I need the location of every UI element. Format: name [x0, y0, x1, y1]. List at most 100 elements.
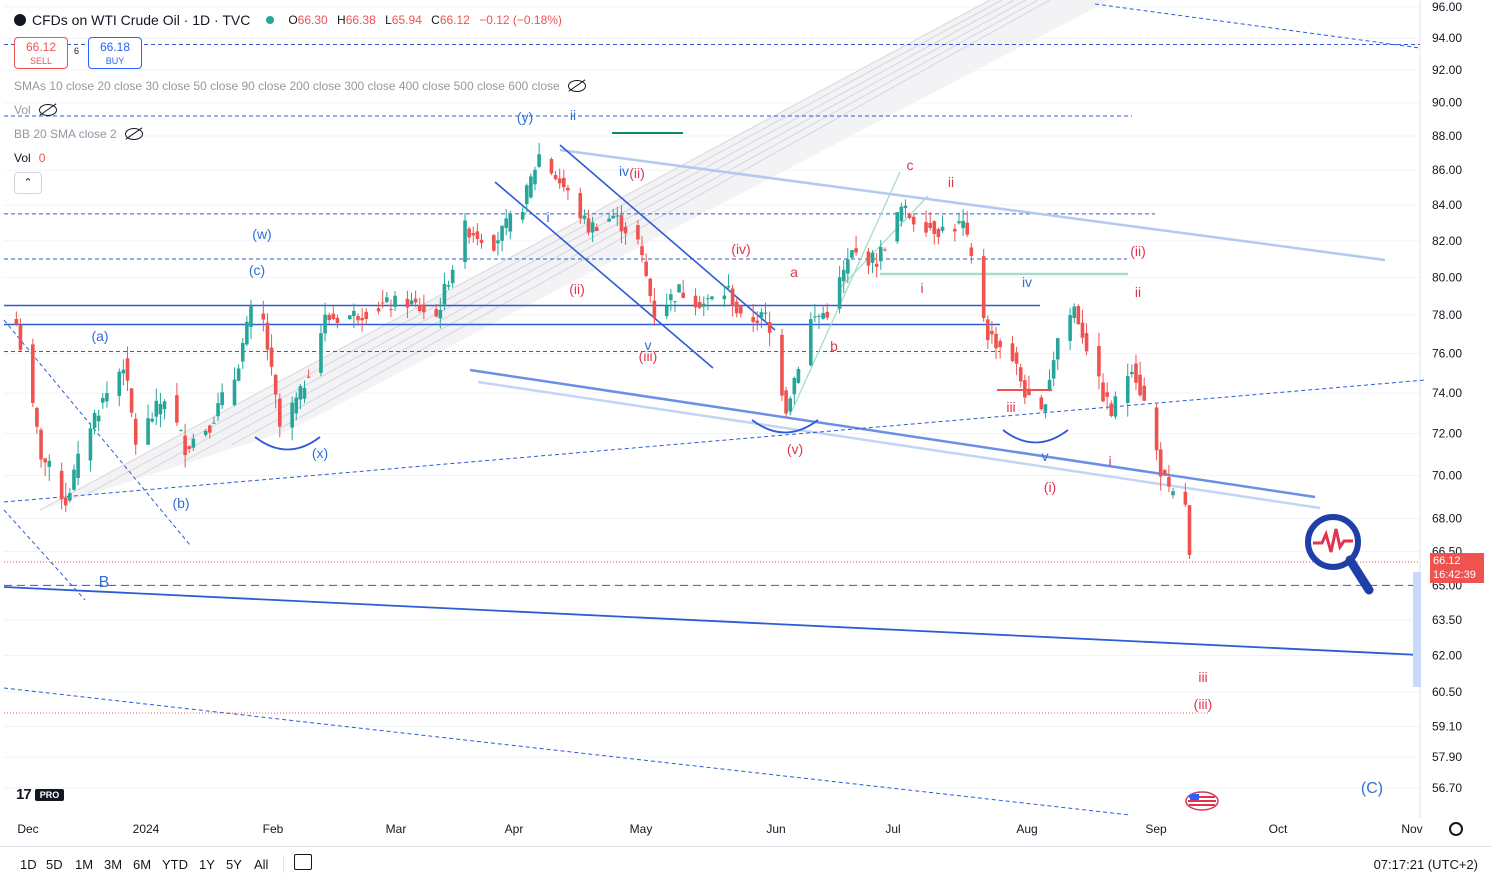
candle-body [47, 460, 52, 467]
candle-body [866, 251, 871, 266]
candle-body [240, 342, 245, 362]
wave-label: b [830, 338, 838, 354]
candle-body [249, 306, 253, 327]
x-tick-label: Oct [1269, 822, 1288, 836]
timeframe-5y[interactable]: 5Y [226, 857, 242, 872]
x-tick-label: Jul [885, 822, 900, 836]
candle-body [1043, 404, 1048, 412]
candle-body [1047, 379, 1052, 391]
candle-body [524, 185, 529, 205]
y-tick-label: 84.00 [1432, 198, 1462, 212]
candle-body [520, 212, 525, 220]
candle-body [590, 222, 595, 233]
candle-body [1101, 382, 1105, 402]
candle-body [63, 497, 68, 506]
ohlc-readout: O66.30 H66.38 L65.94 C66.12 −0.12 (−0.18… [288, 13, 562, 27]
candle-body [586, 218, 591, 233]
symbol-title[interactable]: CFDs on WTI Crude Oil · 1D · TVC [32, 12, 251, 28]
y-tick-label: 70.00 [1432, 468, 1462, 482]
y-tick-label: 72.00 [1432, 427, 1462, 441]
y-tick-label: 59.10 [1432, 720, 1462, 734]
calendar-icon[interactable] [294, 854, 312, 870]
candle-body [475, 231, 480, 239]
timeframe-all[interactable]: All [254, 857, 269, 872]
candle-body [697, 301, 702, 308]
clock-readout[interactable]: 07:17:21 (UTC+2) [1373, 857, 1478, 872]
candle-body [14, 318, 19, 325]
sma-indicator-legend[interactable]: SMAs 10 close 20 close 30 close 50 close… [14, 79, 586, 93]
timeframe-1y[interactable]: 1Y [199, 857, 215, 872]
trendline [3, 586, 1421, 656]
timeframe-6m[interactable]: 6M [133, 857, 152, 872]
wave-label: ii [948, 174, 954, 190]
wave-arc [751, 419, 819, 434]
bb-indicator-legend[interactable]: BB 20 SMA close 2 [14, 127, 143, 141]
wave-label: (iv) [731, 241, 750, 257]
candle-body [385, 297, 389, 303]
timeframe-3m[interactable]: 3M [104, 857, 123, 872]
candle-body [319, 333, 323, 373]
channel-line [135, 0, 1015, 478]
candle-body [125, 358, 130, 381]
x-tick-label: Aug [1016, 822, 1037, 836]
sell-button[interactable]: 66.12 SELL [14, 37, 68, 69]
vol-indicator-legend[interactable]: Vol 0 [14, 151, 45, 165]
eye-hidden-icon[interactable] [124, 128, 143, 140]
candle-body [154, 400, 159, 417]
eye-hidden-icon[interactable] [38, 104, 57, 116]
candle-body [76, 453, 80, 479]
candle-body [121, 369, 126, 374]
candle-body [1068, 315, 1072, 341]
timeframe-5d[interactable]: 5D [46, 857, 63, 872]
wave-label: c [907, 157, 914, 173]
candle-body [1076, 306, 1081, 325]
y-tick-label: 94.00 [1432, 31, 1462, 45]
wave-label: a [790, 264, 798, 280]
candle-body [508, 214, 513, 232]
toolbar-divider [283, 855, 284, 873]
candle-body [216, 403, 220, 417]
candle-body [652, 300, 657, 318]
wave-label: B [99, 574, 110, 591]
wave-label: i [546, 209, 549, 225]
candle-body [644, 261, 648, 276]
bottom-toolbar: 1D 5D 1M 3M 6M YTD 1Y 5Y All 07:17:21 (U… [0, 846, 1492, 881]
eye-hidden-icon[interactable] [567, 80, 586, 92]
candle-body [706, 298, 710, 300]
wave-arc [1002, 429, 1069, 444]
candle-body [878, 247, 883, 262]
dashed-line [3, 509, 86, 601]
gear-icon[interactable] [1449, 822, 1463, 836]
candle-body [780, 334, 784, 396]
vol-hidden-legend[interactable]: Vol [14, 103, 57, 117]
candle-body [965, 222, 970, 235]
candle-body [306, 376, 311, 378]
timeframe-1d[interactable]: 1D [20, 857, 37, 872]
tradingview-logo[interactable]: 17 PRO [16, 786, 65, 803]
falling-dashed-line [1094, 3, 1421, 49]
wave-label: iii [1006, 399, 1015, 415]
candle-body [236, 368, 241, 381]
timeframe-1m[interactable]: 1M [75, 857, 94, 872]
candle-body [43, 458, 47, 463]
candle-body [562, 177, 566, 188]
y-tick-label: 78.00 [1432, 308, 1462, 322]
timeframe-ytd[interactable]: YTD [162, 857, 188, 872]
x-tick-label: Feb [263, 822, 284, 836]
y-tick-label: 88.00 [1432, 129, 1462, 143]
candle-body [88, 428, 93, 461]
candle-body [726, 285, 731, 288]
x-tick-label: May [630, 822, 653, 836]
candle-body [100, 397, 105, 403]
wave-label: v [645, 337, 652, 353]
price-chart[interactable]: (y) iiiviv(w)(c)(a)(x)(b)B(C)ivv(ii)(iv)(… [0, 0, 1492, 846]
collapse-legend-button[interactable]: ⌃ [14, 172, 42, 194]
vol-value: 0 [38, 151, 46, 165]
candle-body [623, 226, 628, 234]
candle-body [389, 309, 393, 311]
buy-button[interactable]: 66.18 BUY [88, 37, 142, 69]
candle-body [961, 220, 965, 228]
candle-body [784, 390, 788, 414]
candle-body [582, 215, 587, 219]
candle-body [734, 301, 739, 314]
